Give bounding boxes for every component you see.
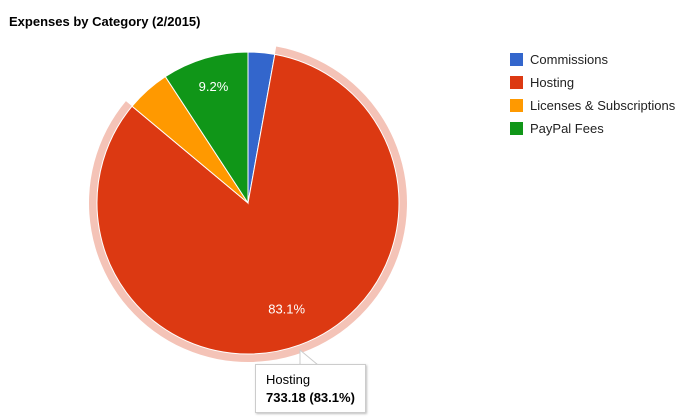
legend-item-commissions[interactable]: Commissions (510, 50, 675, 68)
legend-label: Hosting (530, 74, 575, 90)
legend-label: Commissions (530, 51, 609, 67)
legend-item-hosting[interactable]: Hosting (510, 73, 675, 91)
slice-label-paypal-fees: 9.2% (199, 79, 229, 94)
legend-swatch (510, 52, 523, 66)
pie-slice-paypal-fees[interactable] (164, 51, 249, 205)
slice-label-hosting: 83.1% (268, 301, 305, 316)
legend-swatch (510, 98, 523, 112)
tooltip-pointer (299, 348, 320, 366)
legend-label: Licenses & Subscriptions (530, 97, 676, 113)
tooltip: Hosting 733.18 (83.1%) (255, 364, 366, 413)
legend-swatch (510, 75, 523, 89)
tooltip-value: 733.18 (83.1%) (266, 390, 355, 405)
chart-title: Expenses by Category (2/2015) (9, 14, 201, 29)
legend-swatch (510, 121, 523, 135)
legend-item-paypal-fees[interactable]: PayPal Fees (510, 119, 675, 137)
legend: Commissions Hosting Licenses & Subscript… (510, 50, 675, 142)
legend-item-licenses[interactable]: Licenses & Subscriptions (510, 96, 675, 114)
tooltip-category: Hosting (266, 372, 311, 387)
legend-label: PayPal Fees (530, 120, 604, 136)
pie-slice-hosting[interactable] (96, 53, 400, 355)
